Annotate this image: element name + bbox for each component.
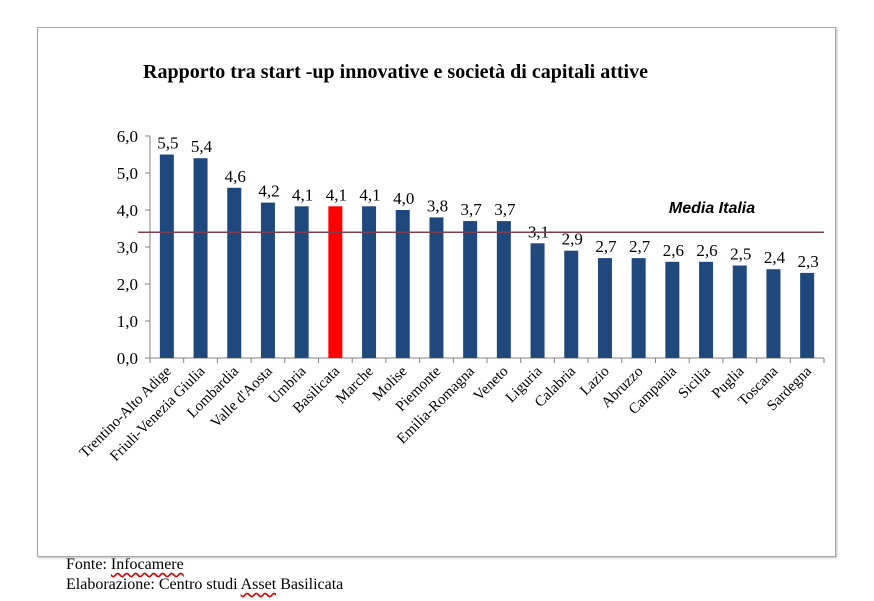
bar — [496, 221, 511, 358]
bar — [766, 269, 781, 358]
value-label: 2,7 — [629, 237, 651, 256]
value-label: 4,1 — [326, 185, 347, 204]
value-label: 4,6 — [225, 167, 246, 186]
bar — [362, 206, 377, 358]
value-label: 2,6 — [696, 241, 717, 260]
y-tick-label: 3,0 — [117, 238, 138, 257]
y-tick-label: 2,0 — [117, 275, 138, 294]
bar — [395, 210, 410, 358]
value-label: 3,8 — [427, 196, 448, 215]
y-tick-label: 5,0 — [117, 164, 138, 183]
y-tick-label: 6,0 — [117, 127, 138, 146]
source-prefix: Fonte: — [66, 556, 111, 573]
y-tick-label: 0,0 — [117, 349, 138, 368]
bar — [665, 261, 680, 358]
elaboration-note: Elaborazione: Centro studi Asset Basilic… — [66, 576, 343, 594]
bar — [159, 154, 174, 358]
y-tick-label: 4,0 — [117, 201, 138, 220]
value-label: 2,5 — [730, 245, 751, 264]
y-tick-label: 1,0 — [117, 312, 138, 331]
category-label: Marche — [333, 363, 377, 407]
bar — [530, 243, 545, 358]
value-label: 4,2 — [258, 182, 279, 201]
value-label: 3,7 — [494, 200, 516, 219]
elab-org: Asset — [240, 576, 277, 593]
source-note: Fonte: Infocamere — [66, 556, 184, 574]
value-label: 2,6 — [663, 241, 684, 260]
bar — [732, 265, 747, 358]
chart-title: Rapporto tra start -up innovative e soci… — [143, 61, 648, 83]
bar — [699, 261, 714, 358]
elab-prefix: Elaborazione: Centro studi — [66, 576, 241, 593]
reference-line-label: Media Italia — [669, 200, 755, 217]
bar — [564, 250, 579, 358]
value-label: 5,4 — [191, 137, 213, 156]
category-label: Sicilia — [675, 363, 714, 402]
value-label: 4,1 — [292, 185, 313, 204]
value-label: 5,5 — [157, 134, 178, 153]
bar — [429, 217, 444, 358]
source-name: Infocamere — [110, 556, 184, 573]
bar — [631, 258, 646, 358]
elab-suffix: Basilicata — [276, 576, 344, 593]
bar — [800, 272, 815, 358]
value-label: 2,7 — [595, 237, 617, 256]
value-label: 3,7 — [461, 200, 483, 219]
bar — [328, 206, 343, 358]
bar — [193, 158, 208, 358]
value-label: 2,4 — [764, 248, 786, 267]
value-label: 4,0 — [393, 189, 414, 208]
bar — [294, 206, 309, 358]
value-label: 2,3 — [798, 252, 819, 271]
bar — [260, 202, 275, 358]
value-label: 2,9 — [562, 230, 583, 249]
bar — [597, 258, 612, 358]
bar — [227, 187, 242, 358]
bar — [463, 221, 478, 358]
value-label: 4,1 — [359, 185, 380, 204]
